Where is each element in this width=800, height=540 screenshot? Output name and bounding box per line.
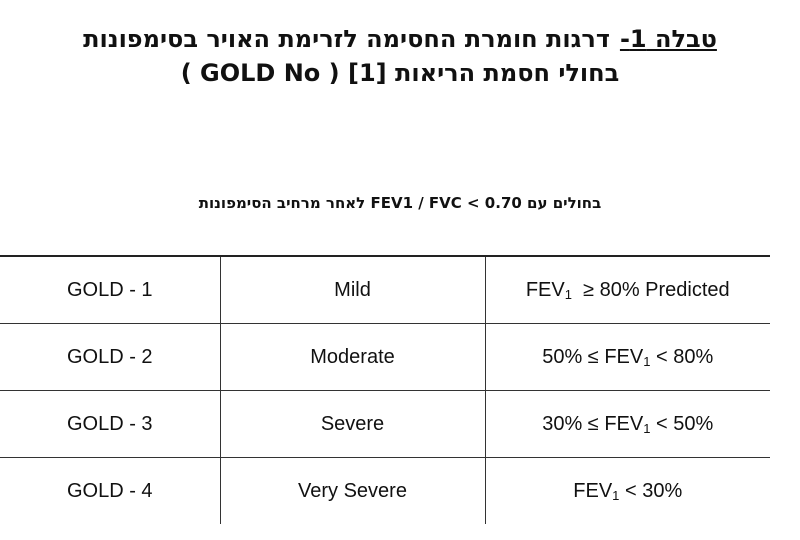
table-subtitle: בחולים עם FEV1 / FVC < 0.70 לאחר מרחיב ה…	[198, 194, 602, 212]
grade-cell: GOLD - 4	[0, 457, 220, 524]
criteria-cell: FEV1 < 30%	[485, 457, 770, 524]
severity-cell: Very Severe	[219, 457, 486, 524]
document-title: טבלה 1- דרגות חומרת החסימה לזרימת האויר ב…	[0, 22, 800, 90]
criteria-post: ≥ 80% Predicted	[571, 278, 730, 301]
criteria-subscript: 1	[643, 420, 651, 436]
criteria-cell: 50% ≤ FEV1 < 80%	[485, 323, 770, 391]
title-text-2: בחולי חסמת הריאות [1]	[347, 59, 620, 87]
grade-cell: GOLD - 2	[0, 323, 220, 391]
table-row: GOLD - 2 Moderate 50% ≤ FEV1 < 80%	[0, 323, 770, 391]
grade-cell: GOLD - 1	[0, 255, 220, 324]
title-text: דרגות חומרת החסימה לזרימת האויר בסימפונו…	[83, 25, 610, 53]
severity-cell: Severe	[219, 390, 486, 458]
criteria-subscript: 1	[564, 286, 572, 302]
table-label: טבלה 1-	[619, 25, 717, 53]
criteria-subscript: 1	[643, 353, 651, 369]
table-row: GOLD - 1 Mild FEV1 ≥ 80% Predicted	[0, 255, 770, 324]
title-line-2: בחולי חסמת הריאות [1] ( GOLD No )	[0, 56, 800, 90]
criteria-pre: 30% ≤ FEV	[542, 412, 644, 435]
criteria-pre: FEV	[573, 479, 613, 502]
criteria-post: < 30%	[619, 479, 683, 502]
criteria-cell: 30% ≤ FEV1 < 50%	[485, 390, 770, 458]
severity-cell: Moderate	[219, 323, 486, 391]
criteria-post: < 50%	[650, 412, 714, 435]
grade-cell: GOLD - 3	[0, 390, 220, 458]
criteria-cell: FEV1 ≥ 80% Predicted	[485, 255, 770, 324]
gold-no-label: ( GOLD No )	[180, 59, 340, 87]
gold-severity-table: GOLD - 1 Mild FEV1 ≥ 80% Predicted GOLD …	[0, 255, 770, 524]
criteria-post: < 80%	[650, 345, 714, 368]
table-row: GOLD - 4 Very Severe FEV1 < 30%	[0, 457, 770, 524]
severity-cell: Mild	[219, 255, 486, 324]
criteria-subscript: 1	[612, 487, 620, 503]
table-row: GOLD - 3 Severe 30% ≤ FEV1 < 50%	[0, 390, 770, 458]
criteria-pre: FEV	[525, 278, 565, 301]
criteria-pre: 50% ≤ FEV	[542, 345, 644, 368]
title-line-1: טבלה 1- דרגות חומרת החסימה לזרימת האויר ב…	[0, 22, 800, 56]
